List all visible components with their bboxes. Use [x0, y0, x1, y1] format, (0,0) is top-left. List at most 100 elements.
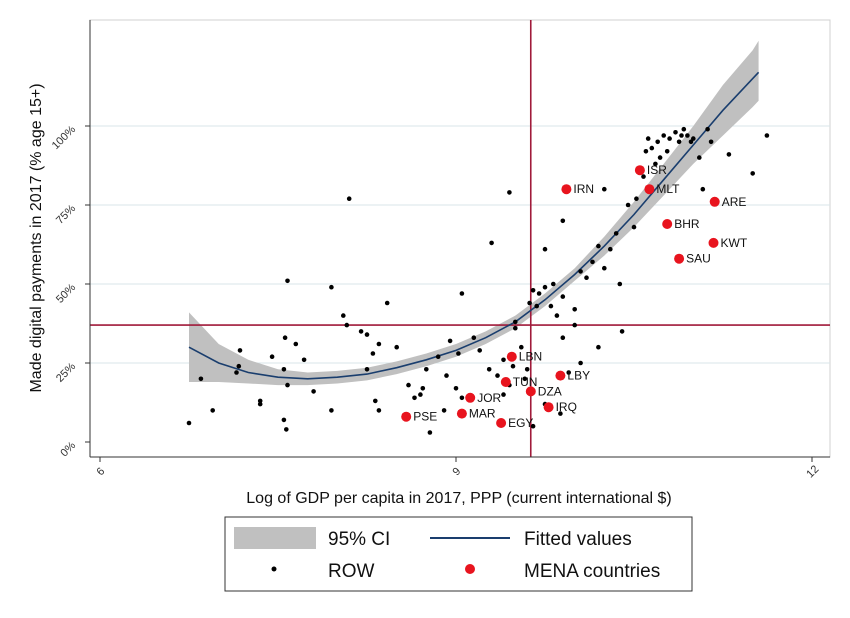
- row-point: [584, 275, 589, 281]
- row-point: [655, 139, 660, 145]
- row-point: [489, 240, 494, 246]
- row-point: [444, 373, 449, 378]
- row-point: [370, 351, 376, 356]
- row-point: [285, 278, 290, 284]
- row-point: [344, 322, 350, 328]
- row-point: [560, 218, 566, 224]
- row-point: [676, 139, 682, 145]
- mena-point: [525, 386, 536, 397]
- row-point: [376, 408, 382, 413]
- mena-point: [634, 165, 645, 176]
- row-point: [358, 329, 364, 334]
- row-point: [554, 313, 560, 318]
- row-point: [513, 325, 518, 331]
- row-point: [560, 294, 566, 299]
- mena-point: [662, 219, 673, 229]
- row-point: [284, 427, 289, 432]
- mena-point-label: TUN: [513, 375, 538, 389]
- row-point: [453, 386, 459, 391]
- mena-point: [561, 184, 572, 195]
- mena-point-label: MAR: [469, 407, 496, 421]
- row-point: [486, 367, 492, 372]
- row-point: [459, 291, 465, 296]
- mena-point-label: ISR: [647, 163, 667, 177]
- plot-area: [89, 19, 831, 458]
- row-point: [311, 389, 316, 394]
- row-point: [700, 186, 706, 192]
- row-point: [685, 133, 690, 138]
- mena-point-label: DZA: [538, 384, 562, 398]
- row-point: [645, 136, 651, 141]
- y-axis-title: Made digital payments in 2017 (% age 15+…: [28, 83, 45, 392]
- row-point: [631, 224, 637, 230]
- row-point: [495, 373, 500, 378]
- row-point: [527, 300, 532, 306]
- legend-label-row: ROW: [328, 561, 375, 582]
- row-point: [572, 307, 577, 312]
- row-point: [617, 281, 623, 287]
- legend-row-marker: [271, 566, 277, 572]
- row-point: [697, 155, 702, 160]
- row-point: [596, 344, 601, 350]
- legend-mena-marker: [465, 564, 475, 574]
- mena-point-label: EGY: [508, 416, 533, 430]
- mena-point-label: IRQ: [556, 400, 577, 414]
- mena-point: [708, 237, 719, 248]
- mena-point: [674, 253, 685, 264]
- row-point: [341, 313, 346, 318]
- row-point: [507, 190, 512, 195]
- row-point: [524, 367, 530, 372]
- legend-ci-swatch: [234, 527, 316, 549]
- reference-lines: [90, 20, 830, 457]
- row-point: [376, 341, 382, 347]
- row-point: [459, 395, 465, 401]
- legend-label-fit: Fitted values: [524, 529, 632, 550]
- row-point: [664, 149, 670, 154]
- mena-point: [709, 196, 720, 207]
- mena-point: [496, 418, 507, 428]
- row-point: [420, 386, 426, 391]
- row-point: [590, 259, 595, 265]
- row-point: [281, 367, 287, 372]
- fitted-line: [188, 71, 760, 380]
- legend-label-mena: MENA countries: [524, 561, 660, 582]
- row-point: [285, 382, 290, 388]
- row-point: [269, 354, 275, 360]
- row-point: [210, 408, 215, 413]
- row-point: [441, 408, 447, 413]
- row-point: [542, 284, 548, 290]
- row-point: [501, 357, 506, 363]
- row-point: [257, 398, 263, 404]
- row-point: [510, 363, 516, 369]
- mena-point-label: ARE: [722, 195, 747, 209]
- row-point: [534, 303, 539, 309]
- mena-point-label: LBY: [567, 369, 590, 383]
- row-point: [364, 367, 370, 372]
- mena-point: [644, 184, 655, 195]
- row-point: [726, 152, 732, 157]
- legend: 95% CI Fitted values ROW MENA countries: [224, 516, 693, 592]
- row-point: [530, 288, 536, 293]
- mena-point-label: SAU: [686, 252, 711, 266]
- row-point: [643, 149, 649, 154]
- row-point: [596, 243, 601, 249]
- ci-band-layer: [189, 40, 759, 386]
- row-point: [198, 376, 204, 382]
- row-point: [750, 171, 755, 176]
- row-point: [236, 363, 242, 369]
- row-point: [613, 231, 619, 236]
- row-point: [764, 133, 770, 138]
- row-point: [548, 303, 554, 309]
- row-point: [641, 174, 646, 179]
- row-point: [394, 344, 400, 350]
- row-point: [373, 398, 378, 404]
- row-point: [346, 196, 352, 201]
- row-point: [435, 354, 441, 360]
- legend-label-ci: 95% CI: [328, 529, 390, 550]
- mena-point-label: PSE: [413, 410, 437, 424]
- row-point: [625, 202, 631, 208]
- row-point: [424, 367, 429, 372]
- row-point: [406, 382, 411, 388]
- row-point: [427, 430, 433, 435]
